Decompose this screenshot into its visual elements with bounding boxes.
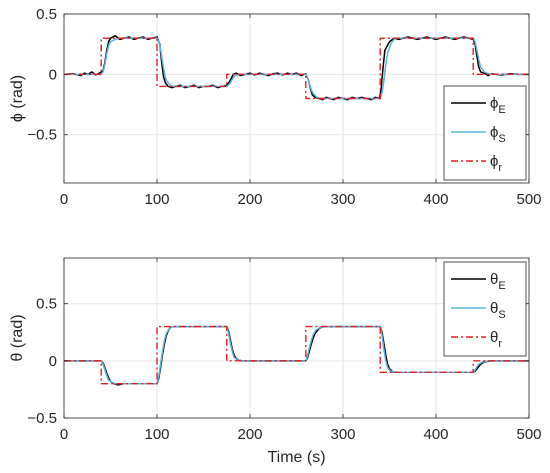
legend-label: θr bbox=[490, 329, 502, 350]
legend-subscript: S bbox=[498, 309, 505, 321]
x-tick-label: 100 bbox=[144, 191, 169, 208]
x-tick-label: 400 bbox=[423, 191, 448, 208]
legend-symbol: θ bbox=[490, 271, 498, 288]
legend-label: θE bbox=[490, 271, 506, 292]
y-tick-label: 0.5 bbox=[36, 296, 57, 313]
legend-subscript: S bbox=[498, 133, 505, 145]
legend-symbol: θ bbox=[490, 300, 498, 317]
x-tick-label: 200 bbox=[237, 191, 262, 208]
series-line-ϕr bbox=[64, 37, 529, 100]
y-tick-label: 0 bbox=[49, 353, 57, 370]
y-tick-label: −0.5 bbox=[27, 127, 57, 144]
legend-symbol: ϕ bbox=[490, 153, 498, 170]
x-tick-label: 100 bbox=[144, 426, 169, 443]
series-line-θr bbox=[64, 325, 529, 385]
legend-subscript: E bbox=[498, 104, 505, 116]
x-tick-label: 0 bbox=[60, 191, 68, 208]
x-tick-label: 400 bbox=[423, 426, 448, 443]
y-tick-label: 0 bbox=[49, 66, 57, 83]
y-tick-label: 0.5 bbox=[36, 6, 57, 23]
x-axis-label: Time (s) bbox=[267, 449, 325, 466]
x-tick-label: 200 bbox=[237, 426, 262, 443]
legend-label: ϕS bbox=[490, 124, 506, 145]
x-tick-label: 0 bbox=[60, 426, 68, 443]
axes-frame bbox=[63, 257, 530, 419]
x-tick-label: 300 bbox=[330, 426, 355, 443]
legend-box bbox=[443, 85, 527, 181]
legend-subscript: r bbox=[498, 162, 502, 174]
axes-frame bbox=[63, 13, 530, 184]
y-tick-label: −0.5 bbox=[27, 410, 57, 427]
x-tick-label: 500 bbox=[516, 191, 541, 208]
legend-subscript: r bbox=[498, 338, 502, 350]
legend-symbol: ϕ bbox=[490, 95, 498, 112]
legend-label: ϕE bbox=[490, 95, 506, 116]
legend-subscript: E bbox=[498, 280, 505, 292]
legend-box bbox=[443, 261, 527, 357]
legend-symbol: θ bbox=[490, 329, 498, 346]
x-tick-label: 500 bbox=[516, 426, 541, 443]
y-axis-label: θ (rad) bbox=[9, 314, 26, 361]
legend-symbol: ϕ bbox=[490, 124, 498, 141]
x-tick-label: 300 bbox=[330, 191, 355, 208]
legend-label: ϕr bbox=[490, 153, 502, 174]
y-axis-label: ϕ (rad) bbox=[9, 75, 26, 122]
legend-label: θS bbox=[490, 300, 506, 321]
